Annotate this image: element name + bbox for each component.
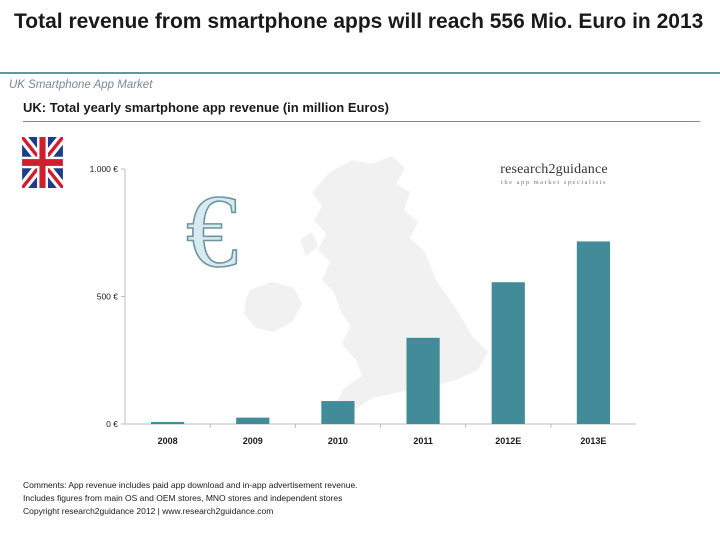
y-tick-label: 0 € xyxy=(106,419,118,429)
x-tick-label: 2010 xyxy=(328,436,348,446)
uk-map-silhouette xyxy=(244,156,488,412)
logo-name: research2guidance xyxy=(500,162,608,177)
euro-icon: € xyxy=(185,180,239,280)
bar-2009 xyxy=(236,417,270,424)
y-tick-label: 500 € xyxy=(97,292,119,302)
copyright-text: Copyright research2guidance 2012 | www.r… xyxy=(23,506,274,516)
bar-2011 xyxy=(406,337,440,424)
y-tick-labels: 0 € 500 € 1.000 € xyxy=(90,164,119,429)
logo-tagline: the app market specialists xyxy=(501,179,607,186)
x-tick-label: 2008 xyxy=(158,436,178,446)
chart-heading: UK: Total yearly smartphone app revenue … xyxy=(23,100,389,115)
y-tick-label: 1.000 € xyxy=(90,164,119,174)
comments-line-1: Comments: App revenue includes paid app … xyxy=(23,480,358,490)
x-tick-label: 2013E xyxy=(580,436,606,446)
slide-title: Total revenue from smartphone apps will … xyxy=(14,10,704,33)
x-tick-labels: 2008 2009 2010 2011 2012E 2013E xyxy=(158,436,607,446)
bar-2008 xyxy=(150,421,185,424)
comments-line-2: Includes figures from main OS and OEM st… xyxy=(23,493,343,503)
bar-2010 xyxy=(321,401,355,424)
title-divider xyxy=(0,72,720,74)
slide-subtitle: UK Smartphone App Market xyxy=(9,79,153,91)
heading-divider xyxy=(23,121,700,122)
chart-axes xyxy=(121,168,636,428)
research2guidance-logo: research2guidance the app market special… xyxy=(496,162,612,187)
euro-symbol: € xyxy=(186,180,238,280)
bars-group xyxy=(150,241,611,424)
x-tick-label: 2012E xyxy=(495,436,521,446)
uk-flag-icon xyxy=(22,137,63,188)
bar-2012E xyxy=(491,282,525,424)
x-tick-label: 2009 xyxy=(243,436,263,446)
comments-text: Comments: App revenue includes paid app … xyxy=(23,479,358,505)
bar-2013E xyxy=(576,241,611,424)
x-tick-label: 2011 xyxy=(413,436,433,446)
